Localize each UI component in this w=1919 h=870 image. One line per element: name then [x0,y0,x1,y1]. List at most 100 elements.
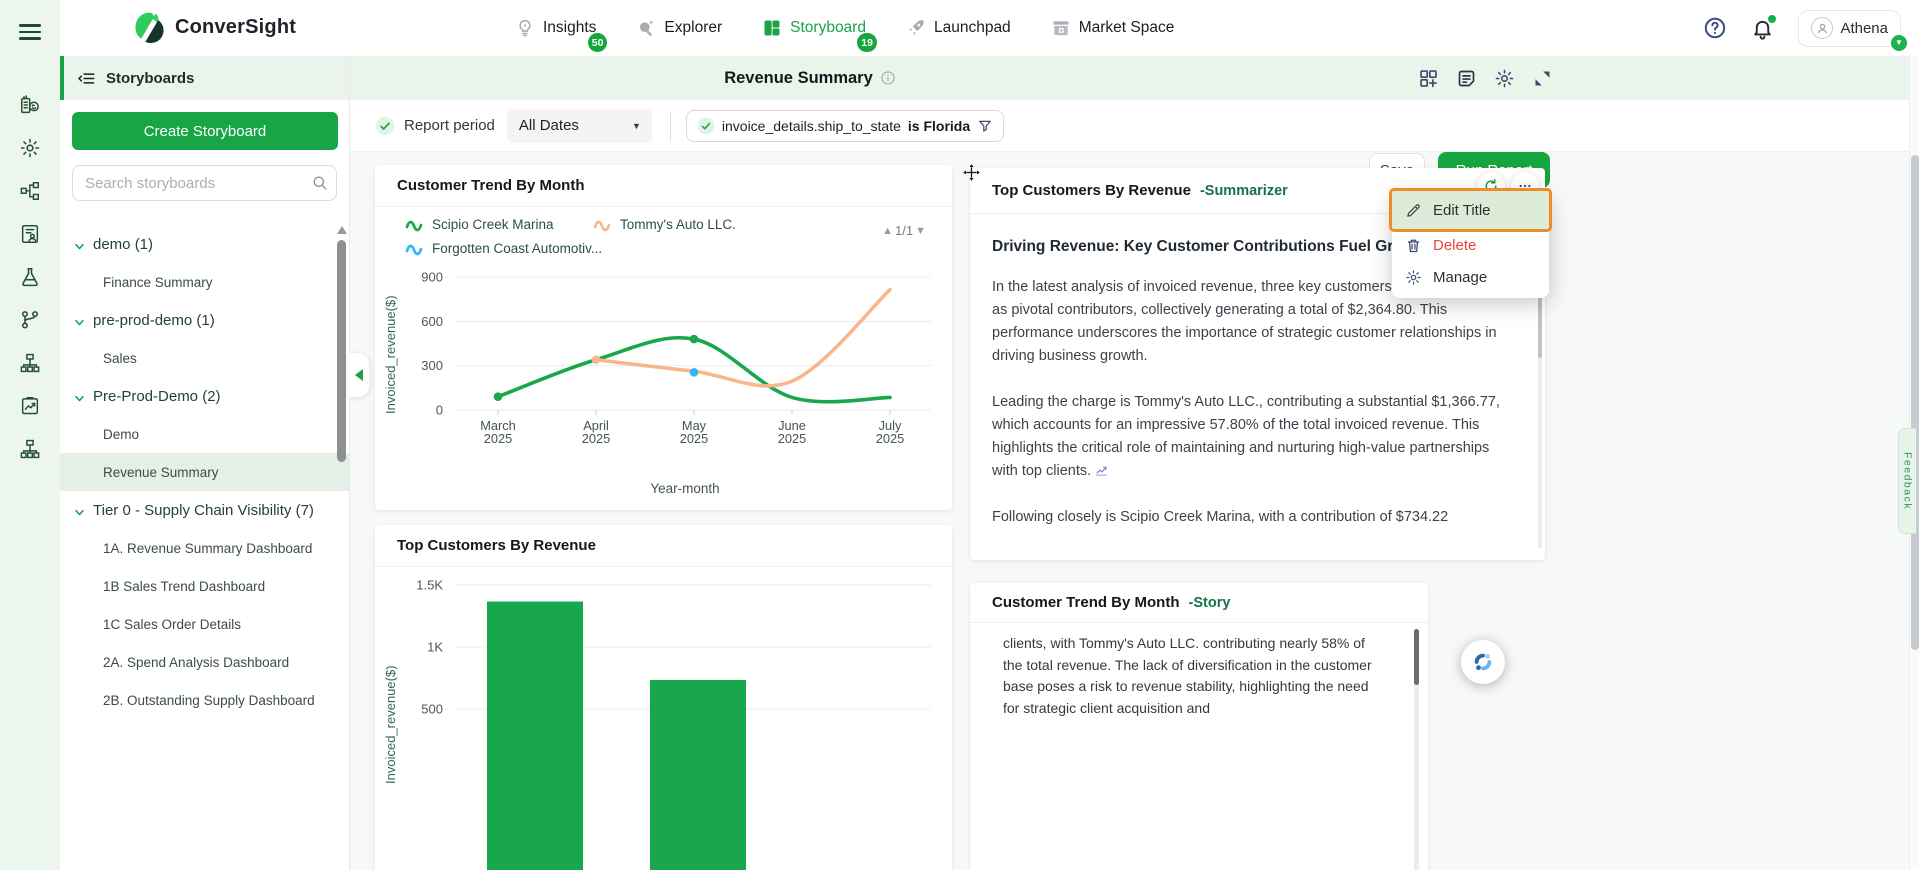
nav-item-label: Launchpad [933,19,1011,36]
legend-pager: ▲ 1/1 ▼ [882,223,926,238]
nav-item-market-space[interactable]: Market Space [1051,0,1174,56]
launchpad-rocket-icon [906,18,926,38]
sidebar-item-sales[interactable]: Sales [103,350,137,366]
scrollbar-thumb[interactable] [1414,629,1419,685]
create-storyboard-button[interactable]: Create Storyboard [72,112,338,150]
context-menu-label: Edit Title [1433,201,1491,219]
gear-icon [1405,269,1422,286]
legend-item-forgotten-coast-automotiv[interactable]: Forgotten Coast Automotiv... [405,241,602,256]
widget-context-menu: Edit Title Delete Manage [1389,188,1552,298]
collapse-arrow-icon [355,369,363,381]
sidebar-item-finance-summary[interactable]: Finance Summary [103,274,213,290]
page-title: Revenue Summary [724,68,873,87]
nav-item-insights[interactable]: Insights 50 [515,0,608,56]
explorer-search-icon [636,18,656,38]
hamburger-menu-icon[interactable] [19,24,41,40]
report-period-value: All Dates [518,117,579,134]
nav-item-storyboard[interactable]: Storyboard 19 [762,0,877,56]
help-icon[interactable] [1703,16,1727,40]
sidebar-item-revenue-summary[interactable]: Revenue Summary [60,453,349,491]
legend-item-tommy-s-auto-llc[interactable]: Tommy's Auto LLC. [593,217,853,232]
sidebar-item-2a-spend-analysis-dashboard[interactable]: 2A. Spend Analysis Dashboard [103,654,290,670]
tree-group-pre-prod-demo-1[interactable]: pre-prod-demo (1) [60,301,349,339]
nav-item-label: Insights [543,19,597,36]
legend-label: Forgotten Coast Automotiv... [432,241,603,256]
nav-item-badge: 50 [587,33,608,52]
user-menu[interactable]: Athena ▼ [1798,9,1907,51]
funnel-filter-icon [977,118,993,134]
svg-text:March: March [480,418,516,433]
tree-group-label: Pre-Prod-Demo (2) [93,387,221,405]
report-period-check-icon[interactable] [375,116,395,136]
report-period-label: Report period [404,117,495,134]
insights-bulb-icon [515,18,535,38]
move-drag-icon[interactable] [962,163,981,182]
notes-icon[interactable] [1456,68,1477,89]
context-menu-item-delete[interactable]: Delete [1392,229,1549,261]
svg-text:2025: 2025 [484,431,512,446]
sidebar-item-1b-sales-trend-dashboard[interactable]: 1B Sales Trend Dashboard [103,578,266,594]
conversight-logo[interactable]: ConverSight [133,11,296,44]
chevron-down-icon [74,505,85,516]
context-menu-item-manage[interactable]: Manage [1392,261,1549,293]
settings-gear-icon[interactable] [1494,68,1515,89]
legend-item-scipio-creek-marina[interactable]: Scipio Creek Marina [405,217,593,232]
search-input[interactable] [72,165,337,201]
report-period-select[interactable]: All Dates ▼ [506,108,652,143]
flask-icon[interactable] [19,266,41,288]
org-chart-icon[interactable] [19,438,41,460]
pencil-icon [1405,202,1422,219]
clipboard-chart-icon[interactable] [19,395,41,417]
git-branch-icon[interactable] [19,309,41,331]
search-icon[interactable] [311,174,328,191]
left-icon-rail [0,0,60,870]
scroll-up-arrow[interactable] [337,226,347,234]
sidebar-scrollbar[interactable] [337,226,347,536]
storyboards-panel: Storyboards Create Storyboard demo (1) Fi… [60,56,350,870]
user-caret-icon: ▼ [1891,34,1907,51]
chart-title: Top Customers By Revenue [397,537,596,554]
chevron-down-icon [74,239,85,250]
legend-label: Scipio Creek Marina [432,217,554,232]
context-menu-item-edit-title[interactable]: Edit Title [1389,188,1552,232]
scrollbar-thumb[interactable] [1911,155,1919,650]
tree-group-label: Tier 0 - Supply Chain Visibility (7) [93,501,314,519]
line-chart[interactable]: 9006003000March2025April2025May2025June2… [375,265,935,455]
info-icon[interactable] [880,70,896,86]
chart-increasing-icon [1094,462,1109,476]
report-header-bar: Revenue Summary [350,56,1919,100]
sidebar-item-1c-sales-order-details[interactable]: 1C Sales Order Details [103,616,242,632]
customer-trend-card: Customer Trend By Month Scipio Creek Mar… [375,165,952,510]
sidebar-collapse-handle[interactable] [349,352,370,398]
bar-chart[interactable]: 1.5K 1K 500 [375,567,935,870]
panel-collapse-icon[interactable] [77,69,96,88]
tree-group-demo-1[interactable]: demo (1) [60,225,349,263]
svg-text:2025: 2025 [778,431,806,446]
document-user-icon[interactable] [19,223,41,245]
ship-to-state-filter-chip[interactable]: invoice_details.ship_to_state is Florida [685,109,1005,142]
pager-up-icon[interactable]: ▲ [882,224,894,237]
network-nodes-icon[interactable] [19,180,41,202]
notifications-bell-icon[interactable] [1751,14,1777,40]
gear-icon[interactable] [19,137,41,159]
tree-group-tier-0-supply-chain-visibility-7[interactable]: Tier 0 - Supply Chain Visibility (7) [60,491,349,529]
sidebar-item-demo[interactable]: Demo [103,426,140,442]
sidebar-item-2b-outstanding-supply-dashboard[interactable]: 2B. Outstanding Supply Dashboard [103,692,315,708]
nav-item-explorer[interactable]: Explorer [636,0,722,56]
feedback-tab[interactable]: Feedback [1898,428,1916,534]
nav-item-label: Explorer [664,19,723,36]
athena-chat-bubble[interactable] [1461,640,1505,684]
scrollbar-thumb[interactable] [337,240,346,462]
sidebar-item-1a-revenue-summary-dashboard[interactable]: 1A. Revenue Summary Dashboard [103,540,313,556]
legend-line-icon [405,242,423,256]
pager-down-icon[interactable]: ▼ [915,224,926,237]
sitemap-icon[interactable] [19,352,41,374]
report-smiley-icon[interactable] [19,94,41,116]
expand-fullscreen-icon[interactable] [1532,68,1553,89]
legend-line-icon [405,218,423,232]
add-widget-icon[interactable] [1418,68,1439,89]
legend-label: Tommy's Auto LLC. [620,217,736,232]
nav-item-launchpad[interactable]: Launchpad [906,0,1011,56]
story-scrollbar[interactable] [1414,629,1419,870]
tree-group-pre-prod-demo-2[interactable]: Pre-Prod-Demo (2) [60,377,349,415]
